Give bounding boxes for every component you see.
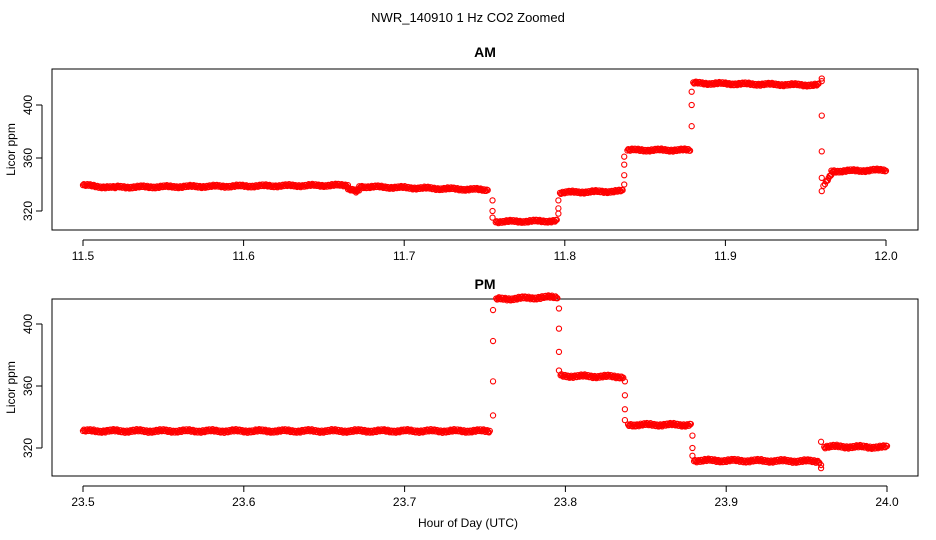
chart-pm-x-tick-label: 23.8 <box>554 495 578 509</box>
data-point <box>818 78 825 85</box>
data-point <box>882 167 890 174</box>
data-point <box>554 295 561 302</box>
data-point <box>621 416 629 424</box>
data-point <box>817 438 825 445</box>
chart-am-x-tick-label: 11.5 <box>72 249 95 263</box>
chart-am-x-tick-label: 12.0 <box>874 249 898 263</box>
data-point <box>621 172 628 179</box>
data-point <box>818 148 825 155</box>
data-point <box>621 392 629 399</box>
data-point <box>489 412 497 419</box>
data-point <box>620 374 627 381</box>
data-point <box>484 186 491 194</box>
chart-am-points <box>79 75 890 227</box>
chart-am-frame <box>51 68 919 231</box>
chart-am-y-axis: 320 360 400 <box>21 95 43 221</box>
data-point <box>688 88 695 95</box>
data-point <box>818 112 825 119</box>
chart-pm: PM 23.5 23.6 23.7 23.8 23.9 24.0 320 360… <box>4 276 919 509</box>
data-point <box>621 378 629 385</box>
chart-am-y-tick-label: 320 <box>21 201 35 221</box>
data-point <box>555 210 562 217</box>
data-point <box>812 459 820 466</box>
chart-am-x-tick-label: 11.6 <box>232 249 255 263</box>
chart-pm-title: PM <box>475 276 496 292</box>
data-point <box>489 214 496 221</box>
data-point <box>820 182 827 189</box>
chart-pm-x-tick-label: 23.7 <box>393 495 417 509</box>
data-point <box>817 464 825 472</box>
data-point <box>615 186 623 193</box>
chart-pm-y-axis: 320 360 400 <box>21 314 43 458</box>
chart-pm-x-tick-label: 23.5 <box>71 495 95 509</box>
data-point <box>811 80 819 87</box>
figure-x-label: Hour of Day (UTC) <box>418 516 518 530</box>
data-point <box>555 197 562 204</box>
data-point <box>486 427 493 435</box>
data-point <box>555 367 563 374</box>
data-point <box>686 147 694 154</box>
data-point <box>817 461 825 469</box>
chart-am-y-label: Licor ppm <box>4 123 18 176</box>
data-point <box>689 452 696 459</box>
chart-am-x-axis: 11.5 11.6 11.7 11.8 11.9 12.0 <box>72 239 898 263</box>
figure-title: NWR_140910 1 Hz CO2 Zoomed <box>371 10 565 25</box>
data-point <box>482 428 489 436</box>
data-point <box>340 183 347 190</box>
data-point <box>555 205 562 212</box>
data-point <box>687 420 694 428</box>
data-point <box>489 207 496 215</box>
data-point <box>619 186 626 194</box>
data-point <box>883 442 891 450</box>
data-point <box>621 153 628 160</box>
chart-pm-x-tick-label: 23.6 <box>232 495 256 509</box>
data-point <box>553 216 560 223</box>
data-point <box>689 432 696 439</box>
data-point <box>555 305 563 312</box>
chart-am-x-tick-label: 11.9 <box>714 249 737 263</box>
chart-pm-points <box>79 292 891 472</box>
chart-am: AM 11.5 11.6 11.7 11.8 11.9 12.0 320 360… <box>4 44 919 263</box>
data-point <box>688 101 695 109</box>
data-point <box>813 82 820 89</box>
data-point <box>688 123 695 130</box>
data-point <box>489 337 497 345</box>
data-point <box>818 187 825 195</box>
chart-pm-y-label: Licor ppm <box>4 361 18 414</box>
data-point <box>352 189 360 196</box>
data-point <box>555 348 563 356</box>
chart-am-y-tick-label: 360 <box>21 148 35 168</box>
chart-am-y-tick-label: 400 <box>21 95 35 115</box>
data-point <box>818 174 825 182</box>
chart-pm-y-tick-label: 320 <box>21 438 35 458</box>
chart-pm-y-tick-label: 400 <box>21 314 35 334</box>
data-point <box>621 406 629 413</box>
chart-pm-x-tick-label: 23.9 <box>715 495 739 509</box>
chart-am-title: AM <box>474 44 496 60</box>
data-point <box>489 378 497 385</box>
chart-am-x-tick-label: 11.7 <box>393 249 416 263</box>
data-point <box>621 161 628 168</box>
data-point <box>489 197 496 204</box>
data-point <box>689 444 696 452</box>
chart-pm-x-tick-label: 24.0 <box>875 495 899 509</box>
data-point <box>818 75 825 82</box>
chart-pm-frame <box>51 298 919 477</box>
chart-am-x-tick-label: 11.8 <box>554 249 577 263</box>
chart-pm-y-tick-label: 360 <box>21 376 35 396</box>
data-point <box>621 181 628 188</box>
chart-pm-x-axis: 23.5 23.6 23.7 23.8 23.9 24.0 <box>71 485 899 509</box>
data-point <box>489 306 497 314</box>
data-point <box>555 325 563 332</box>
